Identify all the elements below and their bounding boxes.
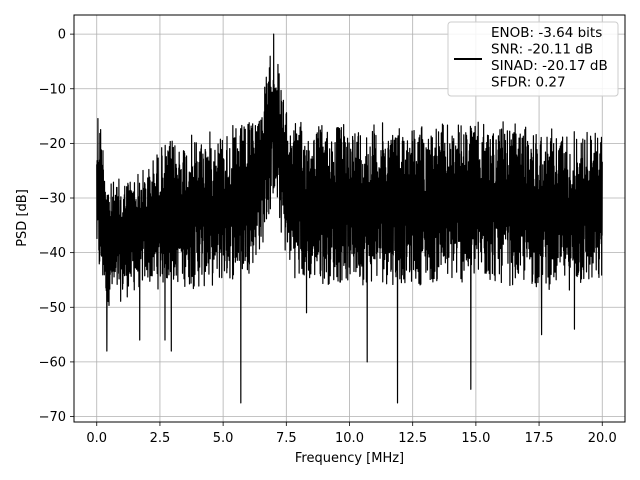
y-axis-title: PSD [dB] [15, 189, 30, 247]
x-tick-label: 15.0 [461, 431, 490, 446]
x-tick-label: 5.0 [213, 431, 234, 446]
y-tick-label: −70 [39, 410, 66, 425]
y-tick-label: 0 [58, 28, 66, 43]
series-layer [96, 33, 603, 404]
legend-box [447, 21, 619, 97]
x-tick-label: 0.0 [86, 431, 107, 446]
x-tick-label: 17.5 [525, 431, 554, 446]
y-tick-label: −60 [39, 355, 66, 370]
y-tick-label: −30 [39, 192, 66, 207]
legend-enob: ENOB: -3.64 bits [491, 25, 602, 41]
legend-sinad: SINAD: -20.17 dB [491, 58, 608, 74]
x-tick-label: 10.0 [335, 431, 364, 446]
legend-sfdr: SFDR: 0.27 [491, 75, 566, 91]
x-axis-title: Frequency [MHz] [295, 451, 404, 466]
x-tick-label: 7.5 [276, 431, 297, 446]
y-tick-label: −10 [39, 82, 66, 97]
x-tick-label: 20.0 [588, 431, 617, 446]
legend: ENOB: -3.64 bits SNR: -20.11 dB SINAD: -… [447, 21, 619, 97]
x-axis: 0.0 2.5 5.0 7.5 10.0 12.5 15.0 17.5 20.0 [86, 422, 617, 446]
x-tick-label: 12.5 [398, 431, 427, 446]
legend-label: ENOB: -3.64 bits SNR: -20.11 dB SINAD: -… [491, 25, 612, 91]
y-tick-label: −20 [39, 137, 66, 152]
y-tick-label: −40 [39, 246, 66, 261]
y-tick-label: −50 [39, 301, 66, 316]
y-axis: 0 −10 −20 −30 −40 −50 −60 −70 [39, 28, 74, 425]
x-tick-label: 2.5 [150, 431, 171, 446]
legend-snr: SNR: -20.11 dB [491, 42, 593, 58]
psd-series-line [96, 33, 603, 404]
